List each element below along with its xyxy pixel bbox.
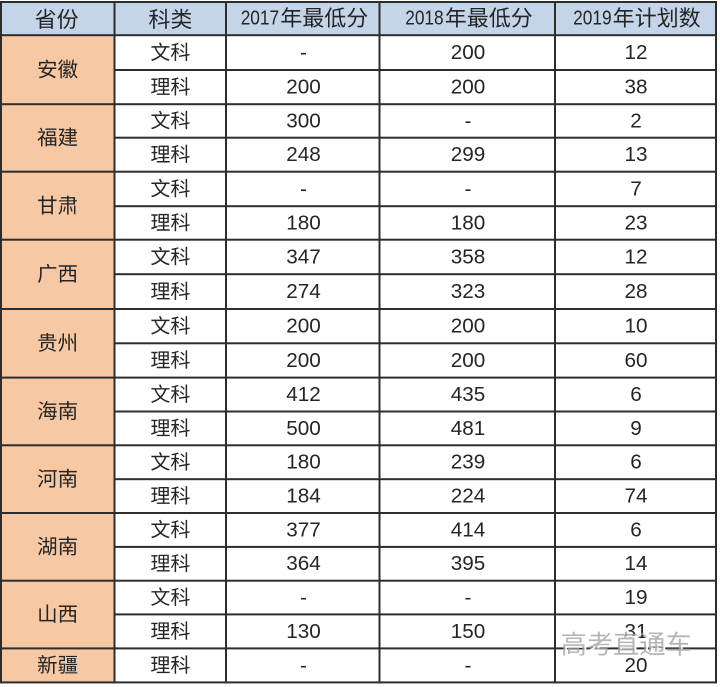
svg-text:23: 23 — [624, 211, 647, 234]
svg-text:412: 412 — [286, 383, 321, 406]
svg-text:364: 364 — [286, 552, 321, 575]
svg-text:200: 200 — [451, 76, 486, 99]
svg-text:200: 200 — [451, 349, 486, 372]
svg-text:2017: 2017 — [241, 8, 280, 30]
svg-text:2018: 2018 — [405, 8, 444, 30]
svg-text:6: 6 — [630, 451, 642, 474]
svg-text:2: 2 — [630, 109, 642, 132]
svg-text:180: 180 — [451, 211, 486, 234]
svg-text:435: 435 — [451, 383, 486, 406]
svg-text:-: - — [300, 654, 307, 677]
svg-text:180: 180 — [286, 211, 321, 234]
svg-text:299: 299 — [451, 143, 486, 166]
svg-text:-: - — [465, 109, 472, 132]
svg-text:180: 180 — [286, 451, 321, 474]
svg-text:-: - — [300, 177, 307, 200]
svg-text:-: - — [465, 586, 472, 609]
svg-text:358: 358 — [451, 245, 486, 268]
svg-text:300: 300 — [286, 109, 321, 132]
svg-text:395: 395 — [451, 552, 486, 575]
svg-text:2019: 2019 — [573, 8, 612, 30]
svg-text:20: 20 — [624, 654, 647, 677]
svg-text:12: 12 — [624, 245, 647, 268]
svg-text:19: 19 — [624, 586, 647, 609]
svg-text:248: 248 — [286, 143, 321, 166]
svg-text:347: 347 — [286, 245, 321, 268]
svg-text:6: 6 — [630, 383, 642, 406]
svg-text:6: 6 — [630, 518, 642, 541]
svg-text:12: 12 — [624, 41, 647, 64]
svg-text:224: 224 — [451, 485, 486, 508]
svg-text:38: 38 — [624, 76, 647, 99]
svg-text:14: 14 — [624, 552, 647, 575]
svg-text:60: 60 — [624, 349, 647, 372]
svg-text:130: 130 — [286, 620, 321, 643]
svg-text:184: 184 — [286, 485, 321, 508]
svg-text:414: 414 — [451, 518, 486, 541]
svg-text:13: 13 — [624, 143, 647, 166]
svg-text:200: 200 — [286, 76, 321, 99]
svg-text:9: 9 — [630, 417, 642, 440]
svg-text:28: 28 — [624, 280, 647, 303]
svg-text:74: 74 — [624, 485, 647, 508]
svg-text:239: 239 — [451, 451, 486, 474]
svg-text:274: 274 — [286, 280, 321, 303]
svg-text:150: 150 — [451, 620, 486, 643]
svg-text:377: 377 — [286, 518, 321, 541]
svg-text:-: - — [300, 41, 307, 64]
svg-text:200: 200 — [451, 41, 486, 64]
svg-text:200: 200 — [286, 315, 321, 338]
svg-text:200: 200 — [451, 315, 486, 338]
svg-text:-: - — [465, 654, 472, 677]
svg-text:-: - — [300, 586, 307, 609]
svg-text:481: 481 — [451, 417, 486, 440]
svg-text:500: 500 — [286, 417, 321, 440]
svg-text:-: - — [465, 177, 472, 200]
svg-text:10: 10 — [624, 315, 647, 338]
svg-text:323: 323 — [451, 280, 486, 303]
svg-text:200: 200 — [286, 349, 321, 372]
svg-text:7: 7 — [630, 177, 642, 200]
